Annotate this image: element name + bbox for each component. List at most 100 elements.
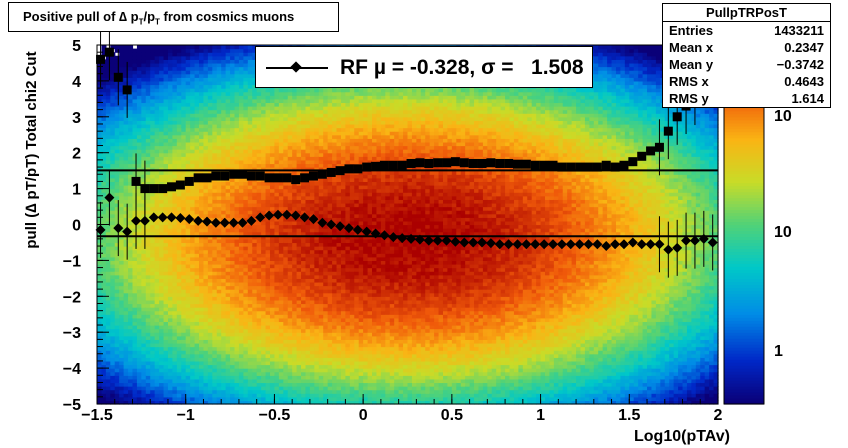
heatmap-cell	[150, 281, 156, 287]
heatmap-cell	[309, 353, 315, 358]
heatmap-cell	[159, 163, 165, 168]
heatmap-cell	[114, 368, 120, 373]
heatmap-cell	[234, 339, 240, 344]
heatmap-cell	[128, 138, 134, 143]
heatmap-cell	[176, 80, 182, 86]
heatmap-cell	[287, 296, 293, 301]
heatmap-cell	[296, 145, 302, 150]
heatmap-cell	[305, 116, 311, 121]
heatmap-cell	[203, 350, 209, 355]
heatmap-cell	[265, 267, 271, 272]
heatmap-cell	[136, 317, 142, 323]
heatmap-cell	[101, 307, 107, 312]
heatmap-cell	[176, 375, 182, 380]
heatmap-cell	[301, 163, 307, 168]
heatmap-cell	[190, 45, 196, 50]
heatmap-cell	[110, 159, 116, 165]
heatmap-cell	[265, 134, 271, 139]
heatmap-cell	[114, 281, 120, 287]
heatmap-cell	[167, 382, 174, 387]
heatmap-cell	[154, 159, 160, 165]
heatmap-cell	[274, 310, 280, 315]
heatmap-cell	[238, 109, 244, 114]
heatmap-cell	[305, 228, 311, 233]
heatmap-cell	[225, 185, 231, 190]
heatmap-cell	[199, 48, 205, 53]
heatmap-cell	[238, 149, 244, 154]
heatmap-cell	[296, 263, 302, 269]
heatmap-cell	[305, 289, 311, 294]
heatmap-cell	[97, 393, 103, 398]
heatmap-cell	[136, 281, 142, 287]
heatmap-cell	[145, 195, 151, 200]
heatmap-cell	[159, 360, 165, 366]
heatmap-cell	[265, 292, 271, 297]
heatmap-cell	[176, 393, 182, 398]
heatmap-cell	[172, 400, 178, 405]
heatmap-cell	[216, 210, 222, 215]
heatmap-cell	[230, 163, 236, 168]
heatmap-cell	[176, 353, 182, 358]
heatmap-cell	[309, 267, 315, 272]
heatmap-cell	[305, 242, 311, 247]
heatmap-cell	[159, 70, 165, 75]
heatmap-cell	[150, 195, 156, 200]
heatmap-cell	[212, 120, 218, 125]
heatmap-cell	[176, 238, 182, 244]
heatmap-cell	[199, 238, 205, 244]
heatmap-cell	[247, 314, 253, 319]
heatmap-cell	[283, 339, 289, 344]
heatmap-cell	[287, 364, 293, 369]
heatmap-cell	[194, 364, 200, 369]
heatmap-cell	[225, 317, 231, 323]
heatmap-cell	[252, 210, 258, 215]
heatmap-cell	[128, 242, 134, 247]
heatmap-cell	[314, 310, 320, 315]
heatmap-cell	[256, 368, 262, 373]
heatmap-cell	[145, 127, 151, 132]
heatmap-cell	[216, 400, 222, 405]
heatmap-cell	[269, 202, 276, 208]
heatmap-cell	[172, 317, 178, 323]
heatmap-cell	[309, 303, 315, 308]
heatmap-cell	[261, 386, 267, 391]
heatmap-cell	[119, 317, 125, 323]
heatmap-cell	[185, 364, 191, 369]
heatmap-cell	[207, 106, 213, 111]
heatmap-cell	[101, 314, 107, 319]
heatmap-cell	[110, 228, 116, 233]
heatmap-cell	[238, 253, 244, 258]
heatmap-cell	[292, 303, 298, 308]
heatmap-cell	[301, 159, 307, 165]
heatmap-cell	[216, 59, 222, 64]
heatmap-cell	[128, 59, 134, 64]
heatmap-cell	[176, 138, 182, 143]
heatmap-cell	[256, 228, 262, 233]
heatmap-cell	[203, 163, 209, 168]
heatmap-cell	[141, 48, 147, 53]
heatmap-cell	[283, 335, 289, 340]
heatmap-cell	[123, 378, 129, 384]
heatmap-cell	[110, 102, 116, 107]
heatmap-cell	[292, 249, 298, 254]
heatmap-cell	[163, 138, 169, 143]
heatmap-cell	[256, 91, 262, 96]
heatmap-cell	[287, 339, 293, 344]
heatmap-cell	[274, 389, 280, 394]
heatmap-cell	[190, 242, 196, 247]
heatmap-cell	[199, 271, 205, 276]
heatmap-cell	[101, 296, 107, 301]
heatmap-cell	[234, 62, 240, 68]
heatmap-cell	[128, 235, 134, 240]
heatmap-cell	[167, 159, 174, 165]
heatmap-cell	[181, 95, 187, 100]
heatmap-cell	[181, 364, 187, 369]
heatmap-cell	[167, 123, 174, 129]
heatmap-cell	[159, 206, 165, 211]
heatmap-cell	[190, 199, 196, 204]
heatmap-cell	[247, 131, 253, 136]
heatmap-cell	[296, 149, 302, 154]
heatmap-cell	[154, 228, 160, 233]
heatmap-cell	[150, 70, 156, 75]
heatmap-cell	[265, 195, 271, 200]
